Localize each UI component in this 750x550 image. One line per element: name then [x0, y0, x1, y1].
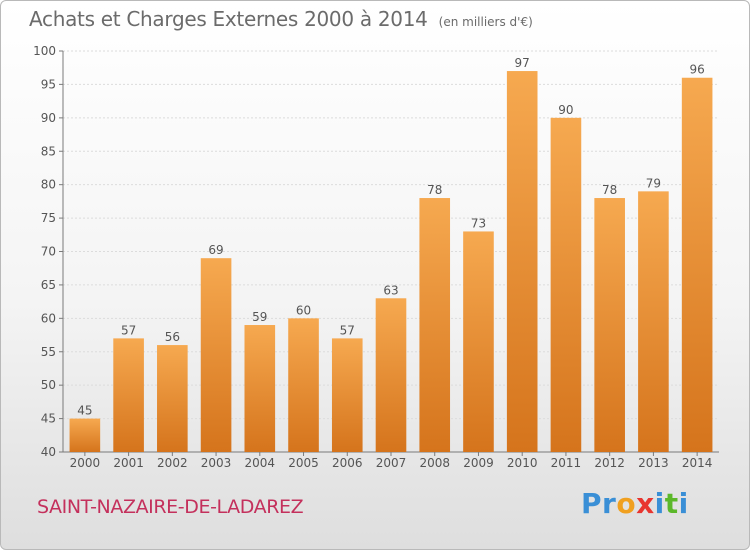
bar	[506, 71, 538, 453]
logo-letter: P	[581, 487, 603, 520]
bar	[594, 198, 625, 452]
logo-letter: r	[602, 487, 617, 520]
bar	[200, 258, 232, 452]
bar-value-label: 97	[515, 56, 530, 70]
bar-value-label: 63	[383, 283, 398, 297]
bar	[681, 77, 713, 452]
bar-value-label: 69	[208, 243, 223, 257]
x-tick-label: 2001	[113, 456, 144, 470]
y-tick-label: 55	[41, 345, 56, 359]
logo-letter: o	[616, 487, 637, 520]
chart-unit: (en milliers d'€)	[438, 15, 533, 29]
bar	[113, 338, 144, 452]
y-tick-label: 50	[41, 378, 56, 392]
logo-letter: i	[678, 487, 689, 520]
bar-value-label: 78	[602, 183, 617, 197]
y-tick-label: 85	[41, 144, 56, 158]
y-tick-label: 100	[33, 44, 56, 58]
proxiti-logo: Proxiti	[581, 487, 689, 520]
y-tick-label: 70	[41, 245, 56, 259]
bar-value-label: 59	[252, 310, 267, 324]
chart-title-block: Achats et Charges Externes 2000 à 2014 (…	[29, 7, 533, 31]
x-tick-label: 2011	[551, 456, 582, 470]
x-tick-label: 2000	[70, 456, 101, 470]
y-tick-label: 95	[41, 77, 56, 91]
logo-letter: i	[654, 487, 665, 520]
x-tick-label: 2010	[507, 456, 538, 470]
commune-name: SAINT-NAZAIRE-DE-LADAREZ	[37, 496, 304, 518]
bar-value-label: 45	[77, 404, 92, 418]
bar	[288, 318, 319, 452]
x-tick-label: 2003	[201, 456, 232, 470]
x-tick-label: 2014	[682, 456, 713, 470]
x-tick-label: 2013	[638, 456, 669, 470]
x-tick-label: 2002	[157, 456, 188, 470]
bar	[463, 231, 494, 452]
bar	[419, 198, 451, 452]
y-tick-label: 60	[41, 311, 56, 325]
bar-value-label: 57	[121, 323, 136, 337]
bar	[69, 418, 101, 452]
bar	[244, 325, 276, 452]
y-tick-label: 80	[41, 178, 56, 192]
bar-value-label: 79	[646, 176, 661, 190]
bar-value-label: 56	[165, 330, 180, 344]
bar-value-label: 96	[689, 63, 704, 77]
x-tick-label: 2005	[288, 456, 319, 470]
bar	[331, 338, 363, 452]
x-tick-label: 2009	[463, 456, 494, 470]
y-tick-label: 90	[41, 111, 56, 125]
y-tick-label: 65	[41, 278, 56, 292]
bar-value-label: 90	[558, 103, 573, 117]
y-tick-label: 45	[41, 412, 56, 426]
bar	[375, 298, 407, 452]
x-tick-label: 2008	[419, 456, 450, 470]
bar-value-label: 73	[471, 216, 486, 230]
bar-value-label: 57	[340, 323, 355, 337]
bar-value-label: 78	[427, 183, 442, 197]
logo-letter: x	[636, 487, 655, 520]
logo-letter: t	[664, 487, 679, 520]
y-tick-label: 75	[41, 211, 56, 225]
x-tick-label: 2012	[594, 456, 625, 470]
bar-value-label: 60	[296, 303, 311, 317]
y-tick-label: 40	[41, 445, 56, 459]
x-tick-label: 2004	[245, 456, 276, 470]
bar	[157, 345, 188, 452]
x-tick-label: 2006	[332, 456, 363, 470]
bar	[550, 117, 582, 452]
chart-title: Achats et Charges Externes 2000 à 2014	[29, 7, 428, 31]
x-tick-label: 2007	[376, 456, 407, 470]
bar	[638, 191, 669, 452]
